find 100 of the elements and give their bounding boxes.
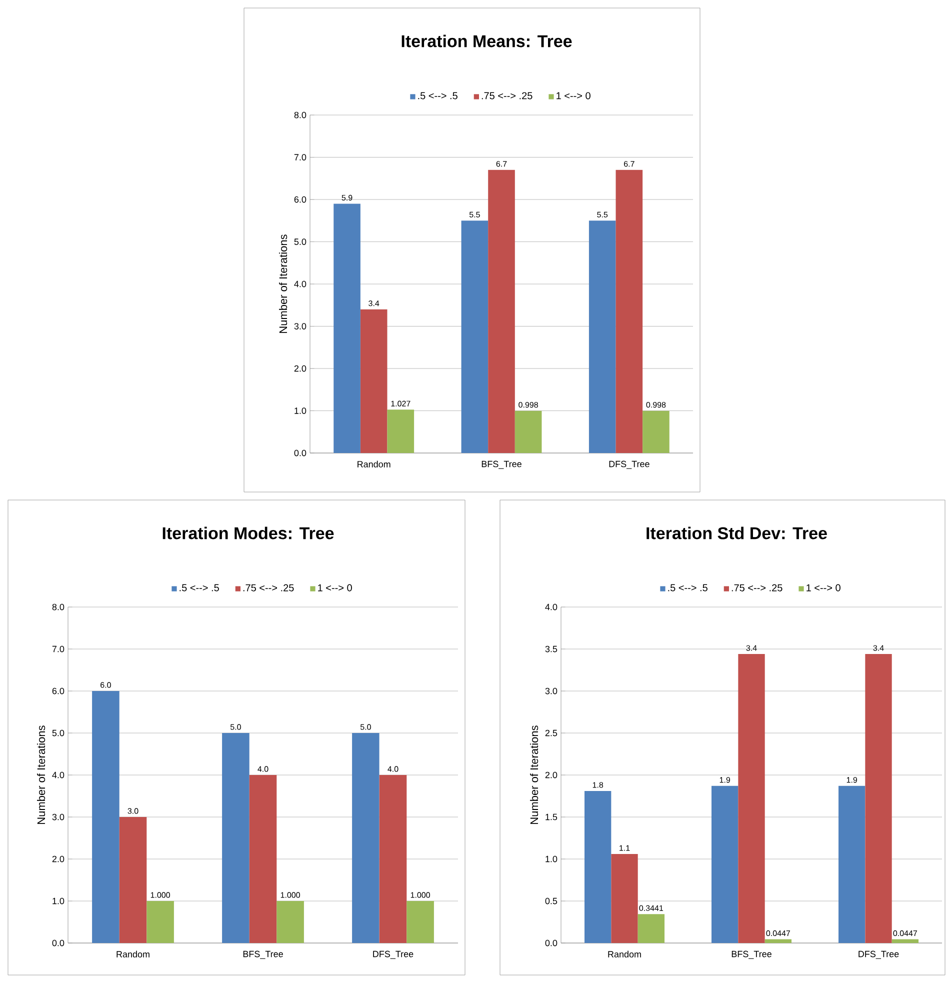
bar <box>249 775 277 944</box>
data-label: 0.998 <box>646 402 666 408</box>
y-axis-title: Number of Iterations <box>37 726 46 824</box>
bar <box>588 220 616 454</box>
bar <box>334 204 360 454</box>
y-tick-label: 1.0 <box>546 856 558 862</box>
data-label: 5.5 <box>597 212 608 218</box>
bar <box>379 775 407 944</box>
data-label: 0.0447 <box>893 930 918 936</box>
chart-title: Iteration Modes: Tree <box>162 526 334 540</box>
data-label: 1.9 <box>846 777 858 783</box>
data-label: 4.0 <box>388 766 398 772</box>
data-label: 0.998 <box>518 402 538 408</box>
bar <box>611 854 638 944</box>
y-tick-label: 6.0 <box>52 688 64 694</box>
legend-label: .75 <--> .25 <box>243 584 294 592</box>
bar <box>892 939 919 944</box>
bar <box>387 410 414 454</box>
legend-label: .5 <--> .5 <box>180 584 219 592</box>
y-tick-label: 0.5 <box>545 898 558 904</box>
data-label: 5.9 <box>342 194 352 201</box>
y-tick-label: 6.0 <box>294 196 306 203</box>
y-tick-label: 8.0 <box>52 604 64 610</box>
y-tick-label: 3.5 <box>545 646 558 652</box>
y-tick-label: 7.0 <box>294 154 306 160</box>
y-tick-label: 0.0 <box>294 450 306 456</box>
x-tick-label: Random <box>358 460 390 468</box>
data-label: 6.0 <box>100 682 111 688</box>
chart-title: Iteration Means: Tree <box>402 34 572 48</box>
data-label: 5.0 <box>360 724 371 730</box>
data-label: 1.000 <box>280 892 300 898</box>
bar <box>865 654 892 944</box>
bar <box>119 817 147 944</box>
bar <box>461 220 488 454</box>
bar <box>616 170 643 454</box>
x-tick-label: Random <box>608 950 641 958</box>
data-label: 4.0 <box>258 766 268 772</box>
y-tick-label: 2.0 <box>294 365 306 372</box>
y-tick-label: 3.0 <box>52 814 64 820</box>
bar <box>352 733 380 944</box>
x-tick-label: Random <box>116 950 150 958</box>
data-label: 0.0447 <box>766 930 790 936</box>
y-tick-label: 7.0 <box>52 646 64 652</box>
data-label: 1.9 <box>720 777 730 783</box>
bar <box>638 914 665 944</box>
y-tick-label: 5.0 <box>294 238 306 245</box>
data-label: 3.4 <box>746 645 757 651</box>
y-tick-label: 5.0 <box>52 730 64 736</box>
y-tick-label: 1.0 <box>294 408 306 414</box>
legend-label: 1 <--> 0 <box>806 584 840 592</box>
data-label: 1.027 <box>391 400 410 406</box>
y-tick-label: 3.0 <box>294 323 306 330</box>
y-tick-label: 4.0 <box>294 280 306 288</box>
bar <box>406 901 434 944</box>
bar <box>838 786 866 944</box>
bar <box>712 786 738 944</box>
x-tick-label: DFS_Tree <box>609 460 650 469</box>
bar <box>488 170 515 454</box>
data-label: 6.7 <box>624 161 634 167</box>
y-tick-label: 1.5 <box>546 814 558 820</box>
data-label: 3.4 <box>873 645 884 651</box>
data-label: 1.1 <box>620 845 630 851</box>
data-label: 3.4 <box>368 300 380 306</box>
x-tick-label: BFS_Tree <box>732 950 772 959</box>
bar <box>738 654 765 944</box>
y-tick-label: 4.0 <box>52 772 64 778</box>
bar <box>92 691 120 944</box>
bar <box>514 410 542 454</box>
bar <box>146 901 174 944</box>
data-label: 5.5 <box>469 212 480 218</box>
data-label: 1.000 <box>150 892 170 898</box>
data-label: 0.3441 <box>639 905 664 911</box>
data-label: 5.0 <box>230 724 241 730</box>
x-tick-label: DFS_Tree <box>373 950 414 959</box>
data-label: 3.0 <box>128 808 138 814</box>
legend-label: .5 <--> .5 <box>668 584 708 592</box>
y-tick-label: 3.0 <box>545 688 558 694</box>
bar <box>764 939 792 944</box>
bar <box>642 410 670 454</box>
chart-title: Iteration Std Dev: Tree <box>646 526 827 540</box>
y-axis-title: Number of Iterations <box>279 234 288 333</box>
y-tick-label: 4.0 <box>545 604 558 610</box>
data-label: 1.8 <box>592 782 604 788</box>
data-label: 1.000 <box>410 892 430 898</box>
legend-label: 1 <--> 0 <box>556 92 590 100</box>
x-tick-label: BFS_Tree <box>243 950 283 959</box>
y-tick-label: 1.0 <box>52 898 64 904</box>
legend-label: .75 <--> .25 <box>732 584 782 592</box>
y-tick-label: 2.5 <box>545 730 558 736</box>
y-tick-label: 2.0 <box>52 856 64 862</box>
legend-label: 1 <--> 0 <box>318 584 352 592</box>
y-tick-label: 0.0 <box>545 940 558 946</box>
x-tick-label: DFS_Tree <box>858 950 899 959</box>
y-axis-title: Number of Iterations <box>530 726 538 824</box>
y-tick-label: 8.0 <box>294 112 306 118</box>
bar <box>222 733 250 944</box>
x-tick-label: BFS_Tree <box>482 460 522 469</box>
data-label: 6.7 <box>496 161 507 167</box>
bar <box>276 901 304 944</box>
bar <box>584 790 612 944</box>
